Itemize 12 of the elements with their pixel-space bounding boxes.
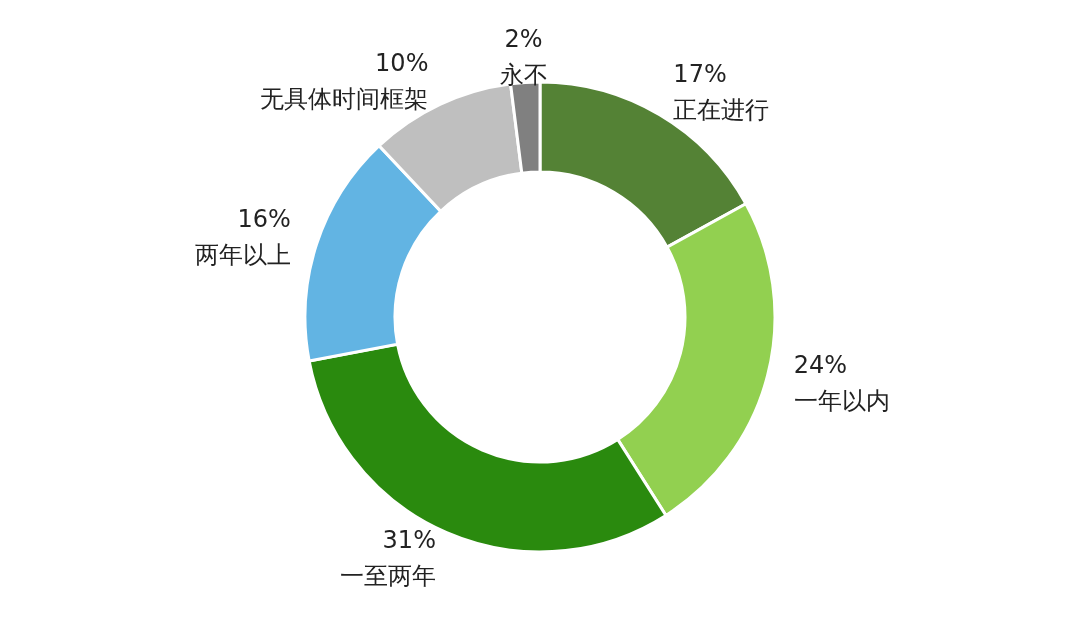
data-label: 31% — [382, 526, 436, 555]
slice-label: 永不 — [499, 60, 548, 89]
slice-label: 一至两年 — [339, 562, 436, 591]
slice-label: 一年以内 — [793, 387, 890, 416]
data-label: 17% — [673, 60, 727, 89]
slice-label: 两年以上 — [194, 241, 291, 270]
slice-label: 正在进行 — [673, 96, 770, 125]
data-label: 10% — [375, 48, 429, 77]
data-label: 2% — [504, 24, 543, 53]
data-label: 24% — [793, 351, 848, 380]
slice-label: 无具体时间框架 — [260, 84, 429, 113]
data-label: 16% — [237, 205, 291, 234]
